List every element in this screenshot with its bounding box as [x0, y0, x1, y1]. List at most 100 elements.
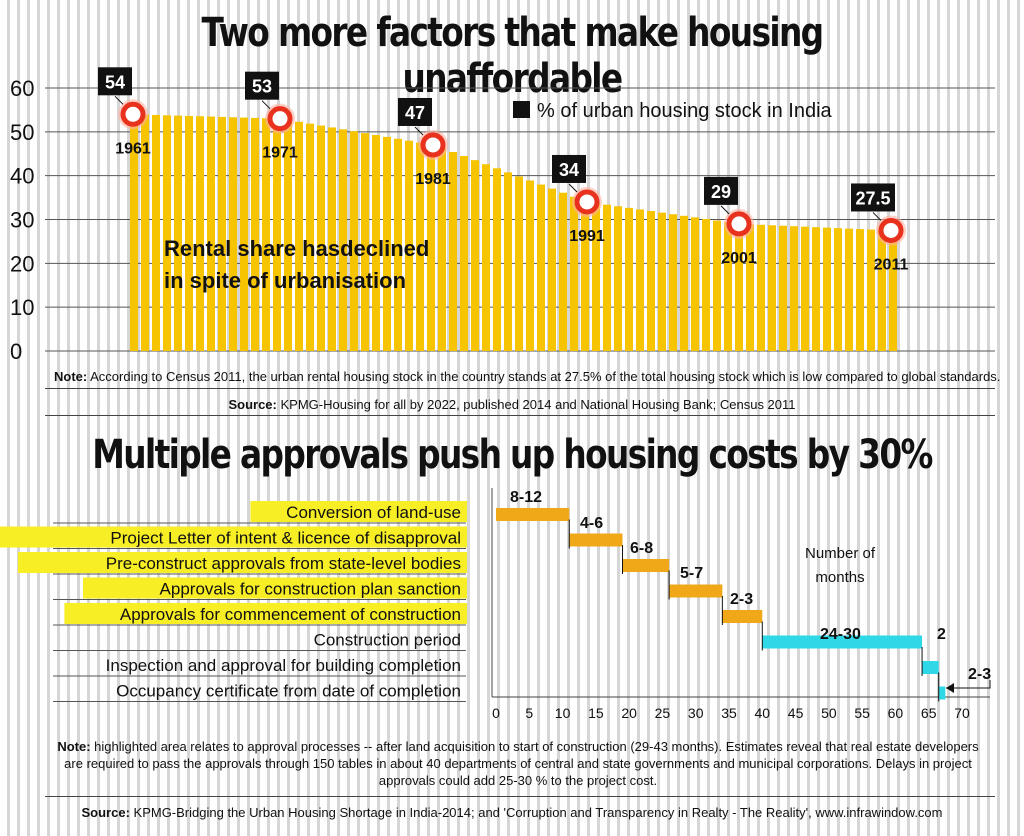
area-stripe [174, 115, 182, 351]
data-value-label: 47 [405, 103, 425, 123]
x-tick-label: 65 [921, 705, 937, 721]
annotation-line: in spite of urbanisation [164, 268, 406, 293]
area-stripe [515, 176, 523, 351]
range-label: 4-6 [580, 515, 603, 532]
x-tick-label: 0 [492, 705, 500, 721]
x-category-label: 1981 [415, 171, 451, 188]
y-tick-label: 30 [10, 208, 34, 233]
area-stripe [493, 168, 501, 351]
top-source-label: Source: [228, 397, 277, 412]
highlight-band [250, 501, 467, 522]
top-source: Source: KPMG-Housing for all by 2022, pu… [0, 396, 1024, 413]
area-stripe [581, 200, 589, 351]
gantt-bar [569, 533, 623, 547]
highlight-band [0, 526, 468, 548]
y-tick-label: 10 [10, 295, 34, 320]
y-tick-label: 40 [10, 164, 34, 189]
area-stripe [636, 209, 644, 351]
area-stripe [306, 123, 314, 351]
x-category-label: 1971 [262, 145, 298, 162]
label-connector [414, 126, 424, 136]
area-stripe [867, 229, 875, 351]
area-stripe [680, 215, 688, 351]
area-stripe [460, 156, 468, 351]
area-stripe [889, 230, 897, 351]
area-stripe [427, 144, 435, 351]
bottom-note-label: Note: [57, 739, 91, 754]
area-stripe [394, 138, 402, 351]
area-stripe [471, 160, 479, 351]
area-stripe [691, 217, 699, 351]
area-stripe [801, 226, 809, 351]
x-tick-label: 5 [525, 705, 533, 721]
area-stripe [735, 223, 743, 351]
area-stripe [790, 226, 798, 351]
area-stripe [823, 227, 831, 351]
task-label: Approvals for commencement of constructi… [120, 605, 461, 624]
area-stripe [702, 218, 710, 351]
bottom-source-text: KPMG-Bridging the Urban Housing Shortage… [129, 805, 943, 820]
label-connector [872, 212, 882, 221]
area-stripe [207, 116, 215, 351]
x-axis-label: months [815, 569, 864, 586]
bottom-source: Source: KPMG-Bridging the Urban Housing … [0, 804, 1024, 821]
area-stripe [768, 225, 776, 351]
x-tick-label: 55 [854, 705, 870, 721]
x-axis-label: Number of [805, 545, 876, 562]
area-stripe [251, 117, 259, 351]
data-point [726, 211, 752, 237]
data-value-label: 27.5 [855, 188, 890, 208]
label-connector [261, 100, 271, 110]
area-stripe [878, 230, 886, 351]
area-stripe [746, 224, 754, 351]
x-tick-label: 70 [954, 705, 970, 721]
highlight-band [17, 552, 468, 573]
callout-arrow [946, 680, 991, 689]
area-stripe [152, 114, 160, 351]
label-connector [568, 183, 578, 193]
area-stripe [724, 222, 732, 351]
area-stripe [262, 118, 270, 351]
area-stripe [438, 147, 446, 351]
task-label: Pre-construct approvals from state-level… [106, 554, 461, 573]
value-label-box [398, 97, 432, 126]
area-chart: 60 50 40 30 20 10 0 % of urban housing stock in… [10, 67, 995, 364]
area-stripe [537, 184, 545, 351]
data-value-label: 53 [252, 77, 272, 97]
highlight-band [64, 603, 468, 624]
area-stripe [229, 117, 237, 351]
gantt-bar [669, 584, 723, 598]
area-stripe [570, 196, 578, 351]
x-tick-label: 10 [555, 705, 571, 721]
area-stripe [669, 214, 677, 351]
x-tick-label: 60 [888, 705, 904, 721]
divider [45, 388, 995, 389]
area-stripe [504, 172, 512, 351]
value-label-box [851, 183, 895, 212]
area-stripe [757, 224, 765, 351]
top-note-text: According to Census 2011, the urban rent… [87, 369, 1001, 384]
area-stripe [240, 117, 248, 351]
label-connector [114, 95, 124, 105]
area-stripe [834, 228, 842, 351]
area-stripe [614, 206, 622, 351]
area-stripe [559, 192, 567, 351]
area-stripe [526, 180, 534, 351]
area-stripe [196, 116, 204, 351]
range-label: 6-8 [630, 540, 653, 557]
x-tick-label: 35 [721, 705, 737, 721]
task-label: Occupancy certificate from date of compl… [116, 682, 461, 701]
gantt-chart: 0 5 10 15 20 25 30 35 40 45 50 55 60 65 70 Number of mon… [0, 488, 991, 721]
x-tick-label: 45 [788, 705, 804, 721]
x-category-label: 2011 [874, 256, 909, 273]
legend-label: % of urban housing stock in India [537, 100, 833, 122]
area-stripe [592, 203, 600, 351]
x-category-label: 2001 [721, 250, 757, 267]
area-stripe [383, 136, 391, 351]
top-source-text: KPMG-Housing for all by 2022, published … [276, 397, 796, 412]
data-point [574, 189, 600, 215]
task-label: Conversion of land-use [286, 503, 461, 522]
area-stripe [284, 119, 292, 351]
label-connector [720, 205, 730, 215]
top-note: Note: According to Census 2011, the urba… [54, 368, 1014, 385]
